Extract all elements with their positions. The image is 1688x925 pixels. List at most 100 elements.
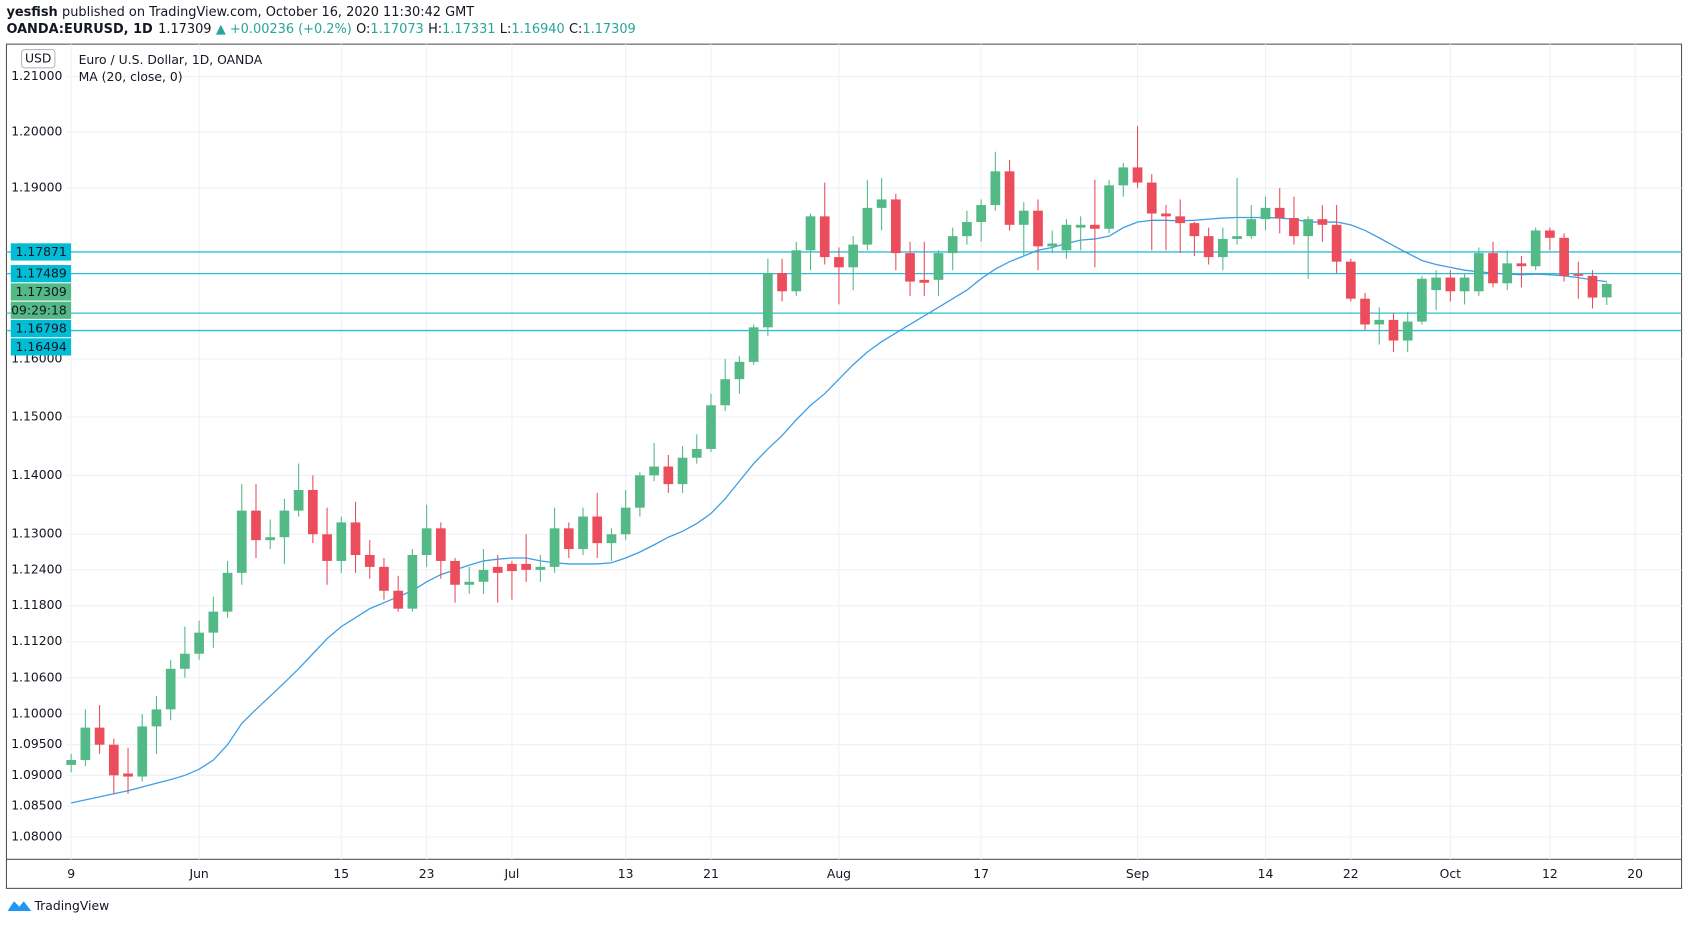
last-price-tag: 1.17309 (16, 285, 67, 299)
candle-body (1573, 274, 1584, 276)
candle-body (535, 566, 546, 570)
candles (66, 126, 1612, 794)
h-value: 1.17331 (442, 22, 495, 37)
ma-layer (71, 216, 1607, 804)
candle-body (777, 273, 787, 292)
candle-body (905, 253, 915, 282)
candle-body (151, 709, 162, 727)
candle-body (1018, 210, 1029, 225)
x-tick-label: Aug (827, 867, 851, 881)
x-tick-label: 22 (1343, 867, 1359, 881)
price-line-tag: 1.16494 (16, 340, 67, 354)
indicator-label: MA (20, close, 0) (79, 70, 183, 84)
y-tick-label: 1.10600 (11, 670, 62, 684)
price-line-tag-bg (10, 319, 72, 338)
change: ▲ +0.00236 (+0.2%) (216, 22, 352, 37)
candle-body (322, 534, 332, 561)
candle-body (876, 199, 887, 208)
x-tick-label: 15 (333, 867, 349, 881)
candle-body (1345, 261, 1356, 299)
y-tick-label: 1.19000 (11, 181, 62, 195)
candle-body (1161, 213, 1171, 217)
y-tick-label: 1.13000 (11, 527, 62, 541)
candle-body (848, 244, 859, 268)
candle-body (962, 221, 972, 237)
x-tick-label: 23 (419, 867, 435, 881)
x-tick-label: 20 (1627, 867, 1643, 881)
candle-body (379, 566, 389, 591)
candle-body (947, 236, 958, 254)
candle-body (407, 554, 418, 609)
published: published on TradingView.com, October 16… (62, 4, 474, 19)
price: 1.17309 (158, 22, 211, 37)
candle-body (1530, 230, 1541, 267)
price-line-tag: 1.17871 (16, 245, 67, 259)
candle-body (791, 250, 802, 292)
price-line-tag: 1.17489 (16, 267, 67, 281)
candle-body (620, 507, 631, 535)
candle-body (1502, 263, 1513, 284)
axis-labels: 1.210001.200001.190001.160001.150001.140… (11, 69, 1643, 881)
candle-body (1431, 277, 1441, 291)
candle-body (1488, 253, 1498, 284)
candle-body (123, 773, 133, 777)
candle-body (748, 327, 759, 362)
candle-body (976, 205, 986, 222)
candle-body (691, 448, 702, 458)
candle-body (1047, 243, 1058, 247)
candle-body (1374, 319, 1385, 325)
candle-body (1545, 230, 1555, 238)
candle-body (1331, 224, 1342, 262)
candle-body (1274, 207, 1285, 219)
x-tick-label: Oct (1440, 867, 1462, 881)
candle-body (279, 510, 290, 538)
candle-body (890, 199, 901, 254)
candle-body (1587, 275, 1598, 298)
y-tick-label: 1.15000 (11, 409, 62, 423)
c-value: 1.17309 (582, 22, 635, 37)
l-label: L: (500, 22, 512, 37)
y-tick-label: 1.12400 (11, 562, 62, 576)
candle-body (720, 379, 731, 406)
candle-body (1260, 207, 1271, 220)
price-lines (6, 251, 1682, 332)
candle-body (1118, 167, 1129, 186)
y-tick-label: 1.21000 (11, 69, 62, 83)
candle-body (108, 744, 119, 776)
candle-body (819, 216, 830, 258)
candle-body (1090, 224, 1100, 229)
h-label: H: (428, 22, 442, 37)
footer-brand: TradingView (33, 899, 109, 913)
candle-body (308, 489, 318, 535)
candle-body (592, 516, 603, 544)
symbol: OANDA:EURUSD, 1D (6, 22, 153, 37)
candle-body (66, 760, 76, 765)
price-line-tag-bg (10, 265, 72, 283)
candle-body (236, 510, 247, 573)
candle-body (563, 528, 574, 550)
candle-body (1473, 253, 1484, 292)
currency-box[interactable] (20, 48, 56, 69)
candle-body (1146, 182, 1157, 214)
candle-body (1175, 216, 1186, 224)
candle-body (1203, 236, 1214, 258)
price-tags: 1.17871 1.17489 1.17309 09:29:18 1.16798 1.16… (10, 243, 72, 356)
x-tick-label: 13 (618, 867, 634, 881)
candle-body (80, 727, 91, 761)
candle-body (421, 528, 432, 555)
candle-body (649, 466, 659, 476)
candle-body (450, 560, 460, 585)
logo-icon (7, 901, 32, 912)
candle-body (1417, 278, 1427, 322)
countdown-tag-bg (10, 301, 72, 319)
y-tick-label: 1.11800 (11, 598, 62, 612)
candle-body (1402, 321, 1413, 341)
candle-body (1033, 210, 1043, 247)
candle-body (663, 466, 674, 485)
y-tick-label: 1.09000 (11, 768, 62, 782)
candle-body (350, 522, 361, 555)
candle-body (251, 510, 261, 541)
